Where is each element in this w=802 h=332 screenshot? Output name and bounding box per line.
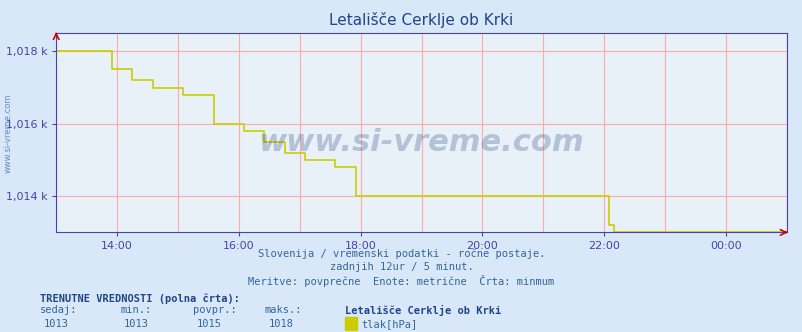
Text: 1013: 1013 (124, 319, 149, 329)
Text: TRENUTNE VREDNOSTI (polna črta):: TRENUTNE VREDNOSTI (polna črta): (40, 293, 240, 304)
Text: 1018: 1018 (268, 319, 294, 329)
Text: povpr.:: povpr.: (192, 305, 236, 315)
Text: min.:: min.: (120, 305, 152, 315)
Title: Letališče Cerklje ob Krki: Letališče Cerklje ob Krki (329, 12, 513, 28)
Text: 1015: 1015 (196, 319, 221, 329)
Text: zadnjih 12ur / 5 minut.: zadnjih 12ur / 5 minut. (329, 262, 473, 272)
Text: sedaj:: sedaj: (40, 305, 78, 315)
Text: www.si-vreme.com: www.si-vreme.com (258, 128, 584, 157)
Text: Meritve: povprečne  Enote: metrične  Črta: minmum: Meritve: povprečne Enote: metrične Črta:… (248, 275, 554, 287)
Text: www.si-vreme.com: www.si-vreme.com (4, 93, 13, 173)
Text: Letališče Cerklje ob Krki: Letališče Cerklje ob Krki (345, 305, 501, 316)
Text: maks.:: maks.: (265, 305, 302, 315)
Text: tlak[hPa]: tlak[hPa] (361, 319, 417, 329)
Text: 1013: 1013 (43, 319, 69, 329)
Text: Slovenija / vremenski podatki - ročne postaje.: Slovenija / vremenski podatki - ročne po… (257, 249, 545, 259)
